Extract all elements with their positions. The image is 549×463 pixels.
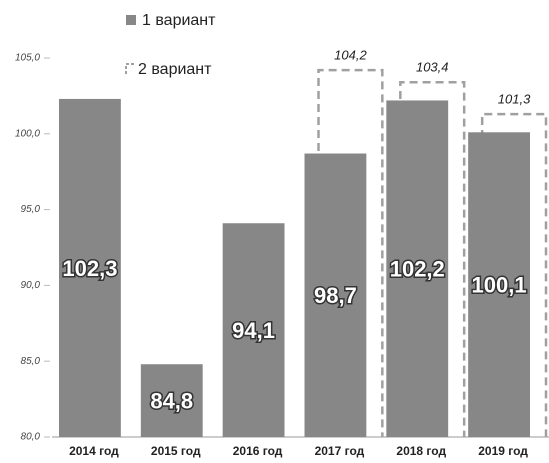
y-tick-label: 90,0 (21, 280, 41, 291)
y-tick-label: 95,0 (21, 204, 41, 215)
y-tick-label: 100,0 (15, 128, 40, 139)
y-tick-label: 85,0 (21, 356, 41, 367)
x-tick-label: 2015 год (151, 444, 201, 458)
bar (386, 100, 449, 437)
y-tick-label: 105,0 (15, 53, 40, 64)
x-tick-label: 2018 год (396, 444, 446, 458)
value-label: 98,7 (314, 283, 357, 308)
value-label: 84,8 (150, 388, 193, 413)
bar (222, 223, 285, 437)
legend-label: 2 вариант (138, 61, 212, 78)
value-label: 104,2 (334, 48, 367, 63)
value-label: 101,3 (498, 92, 531, 107)
legend-swatch (125, 63, 136, 74)
bar (304, 153, 367, 437)
value-label: 103,4 (416, 60, 449, 75)
x-tick-label: 2014 год (69, 444, 119, 458)
bar (59, 98, 121, 437)
y-tick-label: 80,0 (21, 432, 41, 443)
bar (140, 364, 203, 437)
x-tick-label: 2017 год (315, 444, 365, 458)
x-tick-label: 2016 год (233, 444, 283, 458)
legend-swatch (126, 15, 136, 25)
value-label: 94,1 (232, 318, 275, 343)
value-label: 102,3 (62, 256, 117, 281)
value-label: 100,1 (472, 272, 527, 297)
legend-label: 1 вариант (142, 12, 216, 29)
value-label: 102,2 (390, 257, 445, 282)
x-tick-label: 2019 год (478, 444, 528, 458)
bar (468, 132, 530, 437)
